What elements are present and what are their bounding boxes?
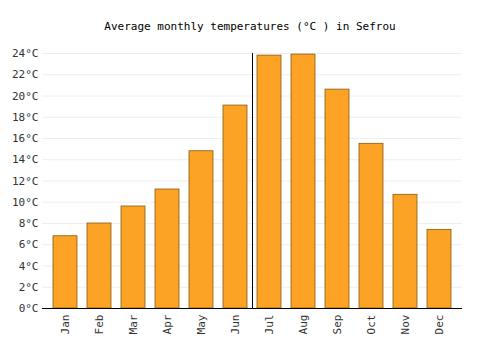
svg-text:24°C: 24°C: [12, 47, 39, 60]
svg-text:Aug: Aug: [297, 315, 310, 335]
svg-text:0°C: 0°C: [19, 302, 39, 315]
svg-text:May: May: [195, 314, 208, 334]
svg-text:12°C: 12°C: [12, 175, 39, 188]
svg-text:Dec: Dec: [433, 315, 446, 335]
svg-text:10°C: 10°C: [12, 196, 39, 209]
svg-text:14°C: 14°C: [12, 153, 39, 166]
svg-text:18°C: 18°C: [12, 111, 39, 124]
svg-text:22°C: 22°C: [12, 68, 39, 81]
svg-text:Sep: Sep: [331, 315, 344, 335]
html-text:Average monthly temperatures (: Average monthly temperatures (°C ) in Se…: [104, 20, 396, 33]
svg-text:Oct: Oct: [365, 315, 378, 335]
svg-text:Jul: Jul: [263, 315, 276, 335]
svg-text:Apr: Apr: [161, 314, 174, 334]
svg-text:20°C: 20°C: [12, 90, 39, 103]
svg-text:Nov: Nov: [399, 314, 412, 334]
svg-text:2°C: 2°C: [19, 281, 39, 294]
svg-text:Feb: Feb: [93, 315, 106, 335]
svg-text:4°C: 4°C: [19, 260, 39, 273]
svg-text:8°C: 8°C: [19, 217, 39, 230]
svg-text:Jun: Jun: [229, 315, 242, 335]
svg-text:6°C: 6°C: [19, 238, 39, 251]
svg-text:16°C: 16°C: [12, 132, 39, 145]
svg-text:Jan: Jan: [59, 315, 72, 335]
svg-text:Mar: Mar: [127, 314, 140, 334]
